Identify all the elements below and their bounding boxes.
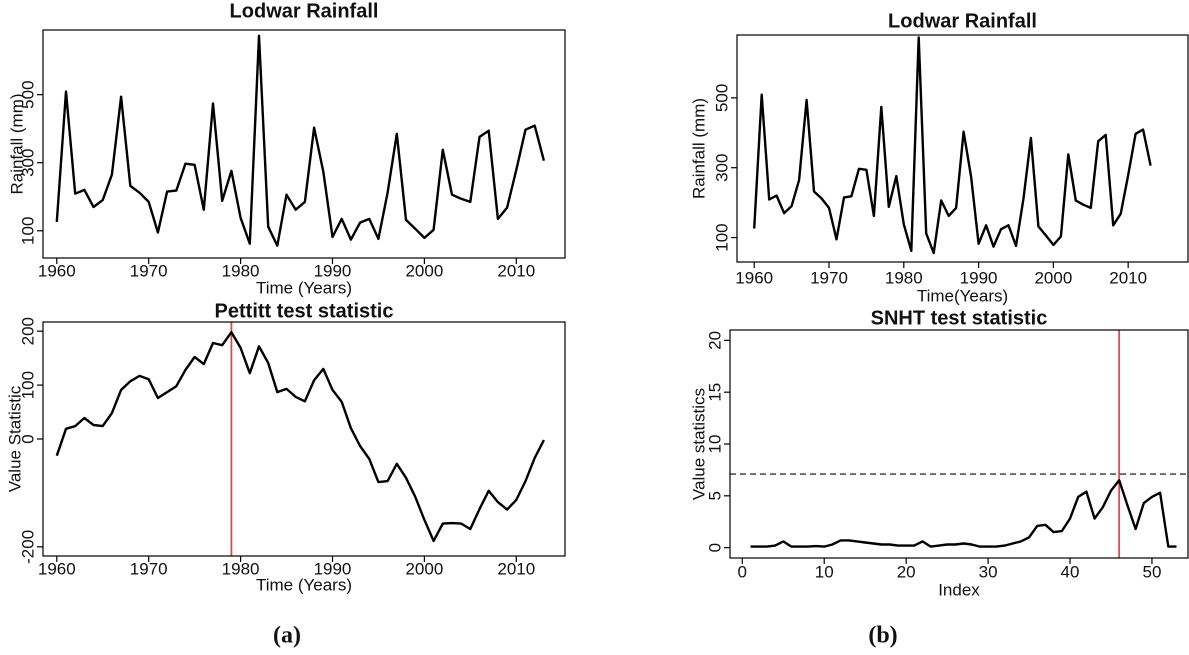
data-line [750,479,1177,548]
y-tick-label: 0 [705,543,724,552]
y-tick-label: 500 [18,80,37,108]
y-axis-label: Rainfall (mm) [689,98,708,199]
caption: (b) [868,623,897,649]
x-tick-label: 1970 [130,261,168,280]
plot-area [55,34,546,247]
y-tick-label: 100 [712,223,731,251]
y-tick-label: 100 [18,371,37,399]
x-tick-label: 1990 [314,559,352,578]
data-line [55,34,546,247]
x-tick-label: 1960 [38,261,76,280]
x-tick-label: 30 [979,562,998,581]
x-tick-label: 2000 [405,559,443,578]
chart-title: SNHT test statistic [871,307,1048,329]
x-tick-label: 1970 [810,268,848,287]
y-tick-label: 500 [712,84,731,112]
x-tick-label: 1960 [735,268,773,287]
data-line [753,36,1152,255]
x-tick-label: 1990 [314,261,352,280]
x-axis-label: Time(Years) [917,286,1008,305]
chart-title: Lodwar Rainfall [230,0,379,22]
chart-title: Pettitt test statistic [215,300,394,322]
x-tick-label: 10 [815,562,834,581]
y-tick-label: 100 [18,217,37,245]
x-tick-label: 2000 [405,261,443,280]
x-tick-label: 40 [1061,562,1080,581]
y-tick-label: 0 [18,434,37,443]
y-axis-label: Value statistics [689,388,708,500]
x-tick-label: 1960 [38,559,76,578]
plot-area [753,36,1152,255]
y-tick-label: 300 [18,149,37,177]
x-tick-label: 1980 [222,261,260,280]
x-tick-label: 1970 [130,559,168,578]
caption: (a) [273,623,301,649]
y-tick-label: 300 [712,154,731,182]
chart-title: Lodwar Rainfall [888,10,1037,32]
y-tick-label: 10 [705,435,724,454]
x-axis-label: Time (Years) [256,278,352,297]
x-axis-label: Time (Years) [256,575,352,594]
y-tick-label: 200 [18,317,37,345]
y-tick-label: -200 [18,530,37,564]
y-tick-label: 15 [705,383,724,402]
x-tick-label: 1990 [960,268,998,287]
plot-area [730,330,1188,558]
data-line [55,331,545,543]
x-axis-label: Index [938,580,980,599]
plot-frame [42,321,566,557]
y-tick-label: 5 [705,491,724,500]
x-tick-label: 2010 [497,559,535,578]
x-tick-label: 2000 [1034,268,1072,287]
y-axis-label: Rainfall (mm) [7,93,26,194]
plot-area [55,322,545,556]
plot-frame [729,329,1189,559]
x-tick-label: 50 [1142,562,1161,581]
x-tick-label: 2010 [497,261,535,280]
x-tick-label: 2010 [1109,268,1147,287]
x-tick-label: 0 [738,562,747,581]
x-tick-label: 20 [897,562,916,581]
y-axis-label: Value Statistic [5,385,24,492]
plot-frame [736,34,1189,263]
x-tick-label: 1980 [222,559,260,578]
x-tick-label: 1980 [885,268,923,287]
plot-frame [42,29,566,259]
y-tick-label: 20 [705,331,724,350]
